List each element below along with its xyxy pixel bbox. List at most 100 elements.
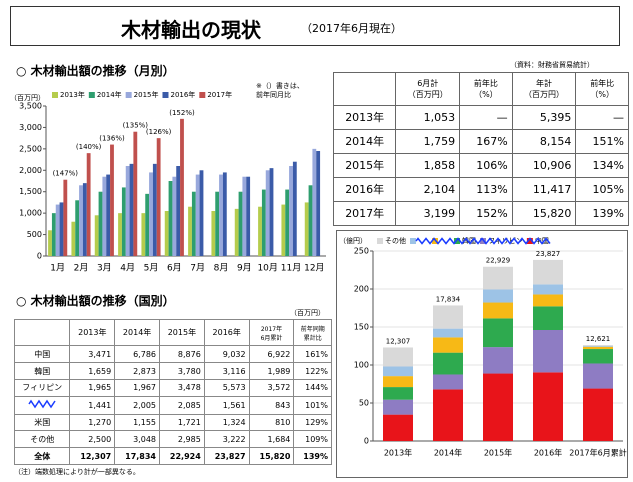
bar [246, 176, 251, 256]
table-cell: 167% [459, 128, 513, 154]
bar [79, 185, 83, 256]
table-row: 韓国 1,659 2,873 3,780 3,116 1,989 122% [13, 362, 332, 380]
y-tick-label: 100 [354, 361, 369, 370]
bar-segment [433, 337, 463, 353]
bar-segment [533, 284, 563, 295]
bar [63, 179, 68, 256]
bar [152, 163, 157, 256]
x-tick-label: 6月 [167, 263, 182, 274]
bar [133, 131, 138, 256]
bar [215, 191, 220, 256]
legend-label: 韓国 [462, 236, 476, 245]
header-line: 6月累計 [260, 334, 283, 342]
legend-swatch [480, 238, 486, 244]
table-cell: 2,985 [159, 430, 205, 449]
table-cell: 2015年 [332, 152, 397, 178]
bar [238, 191, 243, 256]
legend-swatch [125, 92, 132, 98]
table-cell: 15,820 [511, 200, 577, 227]
bar-segment [483, 266, 513, 290]
x-tick-label: 5月 [144, 263, 159, 274]
x-tick-label: 2014年 [434, 448, 462, 458]
x-tick-label: 12月 [304, 263, 324, 274]
table-cell: 22,924 [159, 447, 205, 465]
y-tick-label: 3,000 [19, 123, 42, 132]
scribble-line [415, 237, 551, 245]
yoy-label: (136%) [99, 135, 125, 143]
x-tick-label: 8月 [214, 263, 229, 274]
table-cell: 11,417 [511, 176, 577, 202]
header-cell: 前年比 （%） [459, 72, 513, 106]
header-line: 年計 [536, 78, 553, 88]
y-tick-label: 0 [364, 437, 369, 446]
table-cell: 1,324 [203, 413, 250, 432]
header-cell [332, 72, 397, 106]
table-cell: 2016年 [332, 176, 397, 202]
y-axis-label: （億円） [339, 236, 367, 245]
x-tick-label: 2013年 [384, 448, 412, 458]
legend-label: 2015年 [134, 90, 159, 99]
table-row: フィリピン 1,965 1,967 3,478 5,573 3,572 144% [13, 378, 332, 397]
bar [180, 118, 184, 256]
y-tick-label: 500 [27, 230, 42, 239]
bar-segment [433, 352, 463, 375]
y-tick-label: 150 [354, 323, 369, 332]
bar-segment [483, 289, 513, 303]
bar-segment [483, 373, 513, 441]
table-cell [13, 395, 71, 415]
bar [94, 215, 99, 256]
bar-segment [383, 347, 413, 367]
yoy-label: (152%) [169, 109, 195, 117]
total-label: 22,929 [486, 257, 511, 265]
legend-label: 2016年 [170, 90, 195, 99]
header-line: （%） [590, 89, 614, 99]
y-tick-label: 50 [359, 399, 369, 408]
table-cell: 3,572 [248, 378, 295, 397]
country-table: 2013年 2014年 2015年 2016年 2017年 6月累計 前年同期 累計比 中国 3,… [13, 318, 332, 465]
table-cell: 1,155 [114, 413, 160, 432]
legend-label: 2014年 [97, 90, 122, 99]
bar-segment [583, 349, 613, 364]
header-line: 前年比 [590, 78, 615, 88]
bar [308, 185, 313, 256]
bar-segment [483, 347, 513, 374]
legend-label: 2017年 [207, 90, 232, 99]
bar [176, 166, 181, 256]
table-cell: 106% [459, 152, 513, 178]
bar [98, 191, 103, 256]
bar [55, 204, 60, 256]
table-cell: 2013年 [332, 104, 397, 130]
x-tick-label: 3月 [97, 263, 112, 274]
table-row: 1,441 2,005 2,085 1,561 843 101% [13, 395, 332, 415]
scribble [415, 237, 551, 245]
bar-segment [533, 259, 563, 285]
table-row: 中国 3,471 6,786 8,876 9,032 6,922 161% [13, 345, 332, 364]
legend-swatch [410, 238, 416, 244]
table-cell: 810 [248, 413, 295, 432]
header-cell: 6月計 （百万円） [395, 72, 461, 106]
bar-segment [383, 366, 413, 377]
table-cell: 109% [293, 430, 332, 449]
bar [285, 189, 290, 256]
bar [172, 176, 177, 256]
legend-swatch [162, 92, 169, 98]
table-cell: 101% [293, 395, 332, 415]
table-cell: 23,827 [203, 447, 250, 465]
bar-segment [433, 389, 463, 441]
bar-segment [533, 372, 563, 441]
y-tick-label: 200 [354, 285, 369, 294]
table-row: その他 2,500 3,048 2,985 3,222 1,684 109% [13, 430, 332, 449]
table-cell: 3,116 [203, 362, 250, 380]
table-cell: 1,965 [69, 378, 116, 397]
header-row: 6月計 （百万円） 前年比 （%） 年計 （百万円） 前年比 （%） [332, 72, 629, 106]
bar [110, 144, 114, 256]
total-label: 12,307 [386, 337, 411, 345]
table-cell: 韓国 [13, 362, 71, 380]
table-cell: 3,780 [159, 362, 205, 380]
bar [75, 200, 80, 256]
section-heading: ○ 木材輸出額の推移（国別） [16, 294, 175, 308]
header-line: 前年比 [473, 78, 498, 88]
bar-segment [533, 306, 563, 331]
bar [316, 151, 321, 256]
bar [48, 230, 52, 256]
